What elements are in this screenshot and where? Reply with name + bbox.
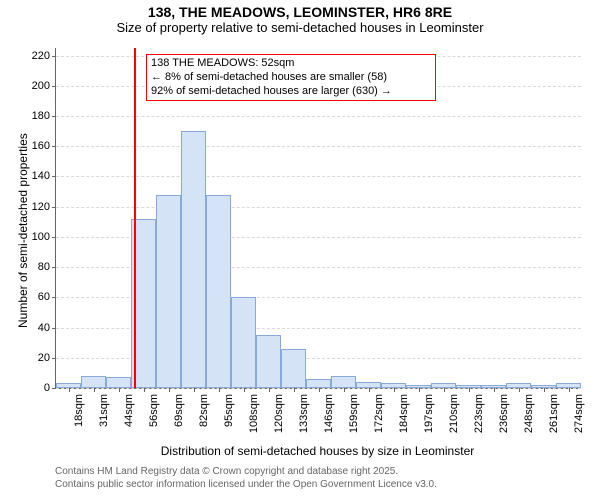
annotation-box: 138 THE MEADOWS: 52sqm← 8% of semi-detac…: [146, 54, 436, 101]
histogram-bar: [256, 335, 281, 388]
x-tick-label: 261sqm: [548, 394, 560, 433]
histogram-bar: [81, 376, 106, 388]
y-tick-label: 100: [32, 231, 50, 243]
x-tick-label: 18sqm: [73, 394, 85, 427]
chart-title: 138, THE MEADOWS, LEOMINSTER, HR6 8RE: [0, 0, 600, 20]
x-tick-label: 108sqm: [248, 394, 260, 433]
histogram-bar: [231, 297, 256, 388]
y-tick-label: 40: [38, 322, 50, 334]
annotation-line: ← 8% of semi-detached houses are smaller…: [151, 71, 431, 85]
annotation-line: 92% of semi-detached houses are larger (…: [151, 85, 431, 99]
x-tick-label: 172sqm: [373, 394, 385, 433]
x-tick-label: 69sqm: [173, 394, 185, 427]
y-tick-label: 120: [32, 201, 50, 213]
x-tick-label: 44sqm: [123, 394, 135, 427]
y-tick-label: 220: [32, 50, 50, 62]
x-tick-label: 159sqm: [348, 394, 360, 433]
x-tick-label: 31sqm: [98, 394, 110, 427]
x-tick-label: 146sqm: [323, 394, 335, 433]
y-tick-label: 160: [32, 140, 50, 152]
footer-line-2: Contains public sector information licen…: [55, 479, 437, 490]
property-size-chart: 138, THE MEADOWS, LEOMINSTER, HR6 8RE Si…: [0, 0, 600, 500]
chart-subtitle: Size of property relative to semi-detach…: [0, 20, 600, 35]
x-tick-label: 274sqm: [573, 394, 585, 433]
histogram-bar: [106, 377, 131, 388]
histogram-bar: [331, 376, 356, 388]
y-tick-label: 20: [38, 352, 50, 364]
histogram-bar: [181, 131, 206, 388]
y-tick-label: 140: [32, 170, 50, 182]
histogram-bar: [281, 349, 306, 388]
histogram-bar: [156, 195, 181, 388]
y-tick-label: 0: [44, 382, 50, 394]
x-tick-label: 197sqm: [423, 394, 435, 433]
histogram-bar: [206, 195, 231, 388]
x-tick-label: 82sqm: [198, 394, 210, 427]
x-tick-label: 184sqm: [398, 394, 410, 433]
x-tick-label: 223sqm: [473, 394, 485, 433]
x-axis-label: Distribution of semi-detached houses by …: [55, 444, 580, 458]
x-tick-label: 133sqm: [298, 394, 310, 433]
x-tick-label: 56sqm: [148, 394, 160, 427]
plot-area: 02040608010012014016018020022018sqm31sqm…: [55, 48, 581, 389]
y-tick-label: 180: [32, 110, 50, 122]
x-tick-label: 248sqm: [523, 394, 535, 433]
y-tick-label: 80: [38, 261, 50, 273]
annotation-line: 138 THE MEADOWS: 52sqm: [151, 57, 431, 71]
x-tick-label: 210sqm: [448, 394, 460, 433]
x-tick-label: 120sqm: [273, 394, 285, 433]
y-axis-label: Number of semi-detached properties: [16, 133, 30, 328]
y-tick-label: 60: [38, 291, 50, 303]
x-tick-label: 95sqm: [223, 394, 235, 427]
histogram-bar: [306, 379, 331, 388]
footer-line-1: Contains HM Land Registry data © Crown c…: [55, 466, 398, 477]
y-tick-label: 200: [32, 80, 50, 92]
x-tick-label: 236sqm: [498, 394, 510, 433]
